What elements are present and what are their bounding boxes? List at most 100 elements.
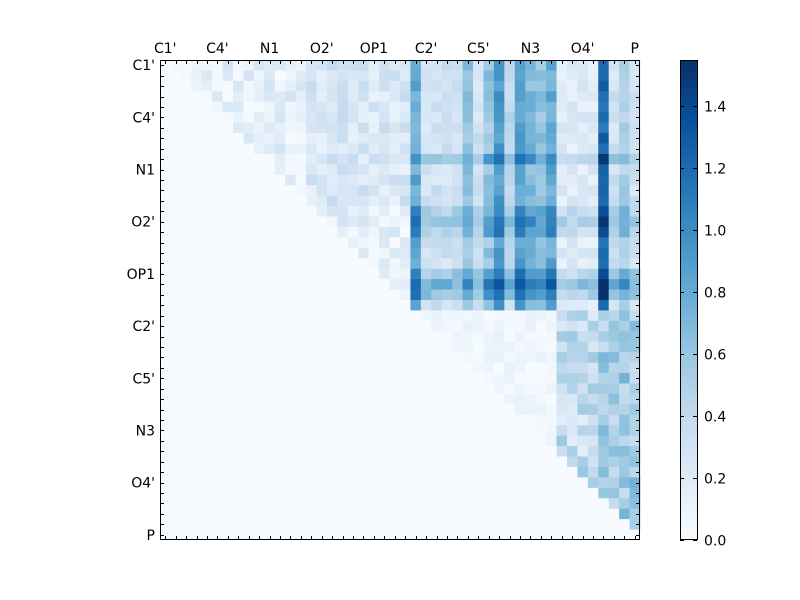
heatmap-cell (462, 237, 474, 249)
heatmap-cell (191, 435, 203, 447)
heatmap-cell (598, 310, 610, 322)
heatmap-cell (598, 508, 610, 520)
heatmap-cell (441, 206, 453, 217)
heatmap-cell (608, 226, 620, 238)
heatmap-cell (431, 195, 443, 207)
heatmap-cell (535, 477, 547, 489)
heatmap-cell (389, 362, 401, 374)
x-tick-label: C5' (467, 41, 490, 57)
heatmap-cell (473, 80, 484, 92)
heatmap-cell (264, 487, 276, 499)
heatmap-cell (191, 247, 203, 259)
heatmap-cell (316, 258, 328, 270)
heatmap-cell (201, 247, 213, 259)
heatmap-cell (473, 310, 484, 322)
heatmap-cell (264, 300, 276, 311)
heatmap-cell (264, 153, 276, 165)
heatmap-cell (180, 529, 192, 541)
heatmap-cell (525, 206, 537, 217)
x-tick-label: C4' (206, 41, 229, 57)
heatmap-cell (493, 195, 505, 207)
heatmap-cell (337, 133, 349, 144)
heatmap-cell (441, 153, 453, 165)
heatmap-cell (191, 498, 203, 510)
heatmap-cell (264, 529, 276, 541)
heatmap-cell (587, 519, 599, 530)
heatmap-cell (222, 289, 234, 301)
heatmap-cell (253, 164, 265, 176)
heatmap-cell (598, 466, 610, 478)
heatmap-cell (556, 70, 568, 82)
heatmap-cell (337, 435, 349, 447)
heatmap-cell (546, 425, 557, 437)
heatmap-cell (253, 237, 265, 249)
heatmap-cell (222, 122, 234, 134)
heatmap-cell (420, 446, 432, 457)
heatmap-cell (316, 466, 328, 478)
heatmap-cell (608, 153, 620, 165)
heatmap-cell (191, 143, 203, 155)
heatmap-cell (400, 143, 411, 155)
heatmap-cell (410, 216, 422, 228)
heatmap-cell (587, 237, 599, 249)
heatmap-cell (306, 519, 317, 530)
heatmap-cell (608, 247, 620, 259)
heatmap-cell (201, 206, 213, 217)
heatmap-cell (160, 226, 171, 238)
heatmap-cell (243, 498, 255, 510)
colorbar-tick-label: 1.4 (704, 100, 726, 116)
heatmap-cell (295, 404, 307, 416)
heatmap-cell (514, 279, 526, 290)
heatmap-cell (222, 258, 234, 270)
heatmap-cell (180, 341, 192, 353)
heatmap-cell (400, 456, 411, 468)
heatmap-cell (577, 529, 589, 541)
heatmap-cell (473, 91, 484, 103)
heatmap-cell (598, 60, 610, 71)
heatmap-cell (222, 143, 234, 155)
heatmap-cell (629, 383, 641, 395)
heatmap-cell (587, 373, 599, 384)
heatmap-cell (180, 153, 192, 165)
heatmap-cell (608, 456, 620, 468)
heatmap-cell (598, 70, 610, 82)
heatmap-cell (253, 143, 265, 155)
heatmap-cell (504, 226, 516, 238)
heatmap-cell (525, 508, 537, 520)
heatmap-cell (379, 529, 390, 541)
heatmap-cell (368, 393, 380, 405)
heatmap-cell (389, 498, 401, 510)
heatmap-cell (306, 300, 317, 311)
heatmap-cell (525, 456, 537, 468)
heatmap-cell (587, 185, 599, 197)
heatmap-cell (556, 404, 568, 416)
heatmap-cell (379, 435, 390, 447)
heatmap-cell (441, 91, 453, 103)
heatmap-cell (525, 466, 537, 478)
heatmap-cell (201, 80, 213, 92)
heatmap-cell (556, 279, 568, 290)
heatmap-cell (556, 216, 568, 228)
y-tick-label: P (147, 528, 155, 544)
heatmap-cell (535, 247, 547, 259)
heatmap-cell (337, 237, 349, 249)
heatmap-cell (410, 529, 422, 541)
heatmap-cell (170, 352, 182, 363)
heatmap-cell (274, 164, 286, 176)
heatmap-cell (598, 341, 610, 353)
heatmap-cell (274, 373, 286, 384)
heatmap-cell (514, 164, 526, 176)
heatmap-cell (504, 393, 516, 405)
heatmap-cell (191, 331, 203, 343)
heatmap-cell (316, 310, 328, 322)
heatmap-cell (264, 268, 276, 280)
heatmap-cell (389, 279, 401, 290)
heatmap-cell (629, 456, 641, 468)
heatmap-cell (253, 133, 265, 144)
heatmap-cell (514, 174, 526, 186)
heatmap-cell (358, 206, 370, 217)
heatmap-cell (431, 289, 443, 301)
heatmap-cell (483, 393, 495, 405)
heatmap-cell (410, 122, 422, 134)
heatmap-cell (243, 247, 255, 259)
